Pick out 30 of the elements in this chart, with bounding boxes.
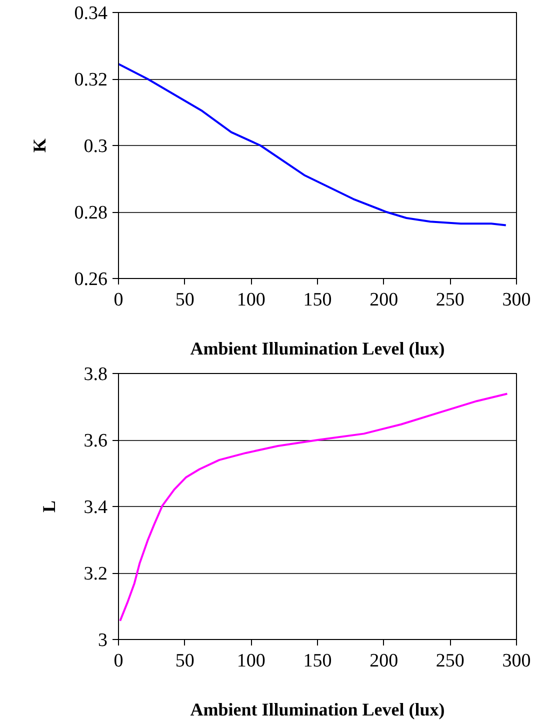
y-tick-label: 3.6 [84, 430, 108, 452]
line-series [118, 63, 507, 226]
x-tick-label: 200 [370, 290, 398, 310]
x-tick-label: 150 [303, 290, 332, 310]
y-tick-label: 3.8 [84, 364, 108, 385]
x-tick-label: 0 [114, 650, 124, 672]
y-axis-title: L [38, 500, 59, 513]
x-tick-label: 50 [175, 290, 194, 310]
y-tick-label: 3.2 [84, 564, 108, 584]
x-axis-title: Ambient Illumination Level (lux) [190, 700, 445, 720]
x-tick-label: 50 [175, 650, 194, 672]
x-tick-label: 300 [502, 290, 531, 310]
y-tick-label: 0.32 [74, 70, 108, 90]
y-tick-label: 0.28 [74, 202, 108, 224]
y-tick-label: 3.4 [84, 497, 108, 518]
x-tick-label: 300 [502, 650, 531, 672]
x-tick-label: 100 [236, 290, 266, 310]
x-tick-label: 250 [436, 290, 464, 310]
line-series [119, 392, 508, 622]
y-axis-title: K [29, 138, 50, 152]
x-tick-label: 250 [436, 650, 464, 672]
y-tick-label: 0.3 [84, 136, 108, 157]
y-tick-label: 3 [98, 630, 108, 651]
y-tick-label: 0.34 [74, 3, 108, 24]
x-tick-label: 200 [370, 650, 398, 672]
x-tick-label: 0 [114, 290, 124, 310]
x-tick-label: 150 [303, 650, 332, 672]
y-tick-label: 0.26 [74, 269, 108, 290]
x-tick-label: 100 [236, 650, 266, 672]
x-axis-title: Ambient Illumination Level (lux) [190, 338, 445, 358]
